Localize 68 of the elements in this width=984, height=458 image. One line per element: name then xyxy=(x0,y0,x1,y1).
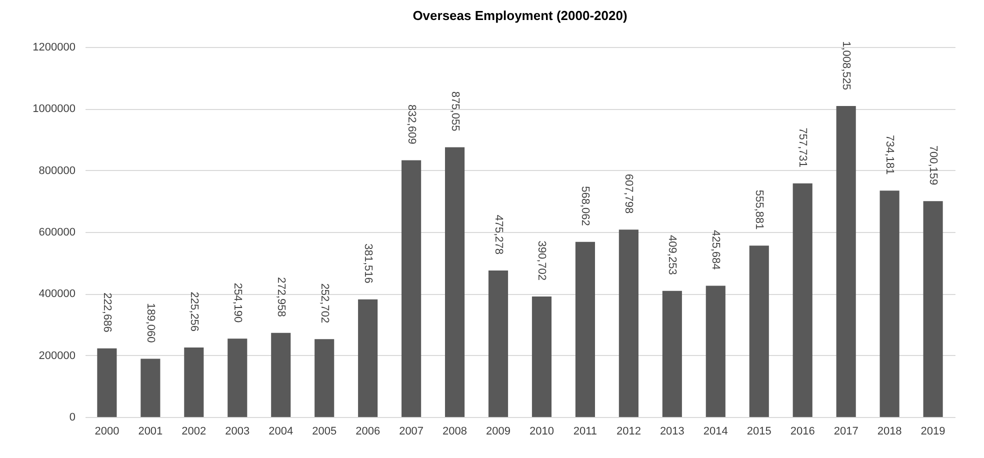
x-tick-label: 2017 xyxy=(834,426,858,438)
y-tick-label: 1000000 xyxy=(32,103,76,116)
data-label: 222,686 xyxy=(100,292,113,332)
x-tick-label: 2011 xyxy=(573,426,598,438)
bar xyxy=(575,242,595,417)
y-tick-label: 400000 xyxy=(38,288,76,300)
data-label: 568,062 xyxy=(579,186,592,226)
data-label: 607,798 xyxy=(622,174,635,214)
x-tick-label: 2018 xyxy=(877,426,902,438)
data-label: 225,256 xyxy=(188,292,200,332)
x-tick-label: 2005 xyxy=(312,426,337,438)
y-tick-label: 200000 xyxy=(38,350,76,362)
x-tick-label: 2004 xyxy=(268,426,294,438)
x-tick-label: 2010 xyxy=(529,426,554,438)
bar xyxy=(228,338,248,417)
data-label: 700,159 xyxy=(927,145,940,186)
data-label: 189,060 xyxy=(144,302,156,343)
data-label: 555,881 xyxy=(753,190,766,230)
bar xyxy=(706,286,726,417)
bar xyxy=(836,106,856,417)
data-label: 381,516 xyxy=(362,244,374,284)
bar xyxy=(358,299,378,417)
bar xyxy=(488,270,508,417)
bar xyxy=(402,160,422,417)
bar xyxy=(97,348,117,417)
data-label: 252,702 xyxy=(318,283,330,324)
bar xyxy=(140,358,160,417)
bar xyxy=(314,339,334,417)
data-label: 425,684 xyxy=(710,230,722,270)
bar xyxy=(792,183,812,417)
data-label: 390,702 xyxy=(536,240,548,281)
data-label: 272,958 xyxy=(274,277,287,317)
x-tick-label: 2009 xyxy=(486,426,511,438)
x-tick-label: 2016 xyxy=(790,426,815,438)
data-label: 875,055 xyxy=(448,91,461,132)
x-tick-label: 2012 xyxy=(616,426,641,438)
x-tick-label: 2006 xyxy=(356,426,380,438)
bar xyxy=(445,147,465,417)
bar xyxy=(923,201,943,417)
data-label: 254,190 xyxy=(231,282,244,323)
x-tick-label: 2008 xyxy=(442,426,468,438)
x-tick-label: 2001 xyxy=(138,426,163,438)
bar xyxy=(184,348,204,417)
x-tick-label: 2007 xyxy=(399,426,424,438)
x-tick-label: 2015 xyxy=(746,426,772,438)
chart-title: Overseas Employment (2000-2020) xyxy=(412,8,628,23)
x-tick-label: 2013 xyxy=(660,426,684,438)
bar xyxy=(749,246,769,417)
x-tick-label: 2019 xyxy=(920,426,946,438)
x-tick-label: 2003 xyxy=(225,426,250,438)
x-tick-label: 2002 xyxy=(182,426,206,438)
y-tick-label: 1200000 xyxy=(32,42,76,54)
data-label: 832,609 xyxy=(405,104,418,144)
bar xyxy=(662,290,682,417)
data-label: 734,181 xyxy=(884,134,896,175)
x-tick-label: 2000 xyxy=(94,426,120,438)
data-label: 757,731 xyxy=(796,128,809,168)
bar xyxy=(618,230,638,417)
data-label: 1,008,525 xyxy=(840,41,852,90)
y-tick-label: 0 xyxy=(69,412,76,424)
bar xyxy=(271,332,291,417)
x-tick-label: 2014 xyxy=(703,426,728,438)
y-tick-label: 600000 xyxy=(38,226,76,238)
data-label: 409,253 xyxy=(666,235,678,275)
data-label: 475,278 xyxy=(492,214,504,254)
y-tick-label: 800000 xyxy=(38,164,76,177)
bar xyxy=(532,296,552,417)
bar xyxy=(880,190,900,417)
